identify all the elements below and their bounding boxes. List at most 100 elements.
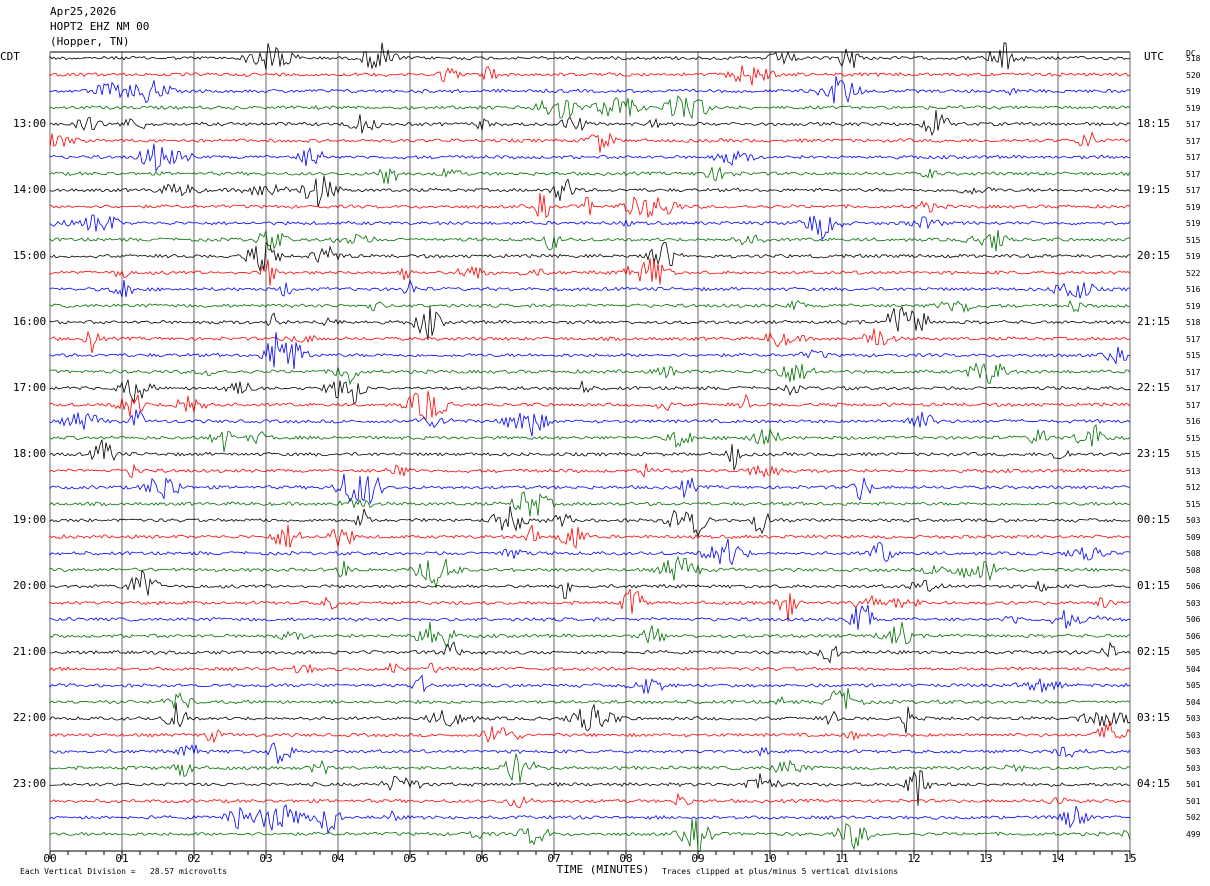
trace-row-1 (49, 65, 1131, 86)
trace-row-42 (49, 742, 1131, 764)
x-tick-label-11: 11 (835, 852, 849, 865)
footer-clip-note: Traces clipped at plus/minus 5 vertical … (662, 867, 899, 876)
trace-row-4 (49, 110, 1131, 137)
trace-row-12 (49, 241, 1131, 272)
left-time-label-16:00: 16:00 (13, 315, 47, 329)
dc-offset-label: 519 (1186, 301, 1201, 311)
trace-row-43 (49, 753, 1131, 783)
dc-offset-label: 506 (1186, 615, 1201, 625)
trace-row-19 (49, 362, 1131, 386)
right-time-label-23:15: 23:15 (1137, 447, 1171, 461)
dc-offset-label: 506 (1186, 631, 1201, 641)
dc-offset-label: 517 (1186, 384, 1201, 394)
x-tick-label-01: 01 (115, 852, 129, 865)
x-tick-label-06: 06 (475, 852, 489, 865)
footer-scale-note: Each Vertical Division = 28.57 microvolt… (20, 867, 228, 876)
dc-offset-label: 503 (1186, 516, 1201, 526)
trace-row-37 (49, 662, 1131, 674)
dc-offset-label: 503 (1186, 747, 1201, 757)
right-time-label-03:15: 03:15 (1137, 711, 1171, 725)
dc-offset-label: 516 (1186, 285, 1201, 295)
dc-offset-label: 515 (1186, 450, 1201, 460)
left-time-label-23:00: 23:00 (13, 777, 47, 791)
dc-offset-label: 503 (1186, 763, 1201, 773)
dc-offset-label: 513 (1186, 466, 1201, 476)
dc-offset-label: 503 (1186, 714, 1201, 724)
dc-offset-label: 519 (1186, 252, 1201, 262)
dc-offset-label: 517 (1186, 120, 1201, 130)
dc-offset-label: 517 (1186, 186, 1201, 196)
x-tick-label-03: 03 (259, 852, 273, 865)
trace-row-3 (49, 94, 1131, 120)
right-timezone-label: UTC (1144, 50, 1164, 63)
right-time-label-20:15: 20:15 (1137, 249, 1171, 263)
dc-header-label: DC (1186, 49, 1196, 58)
left-time-label-14:00: 14:00 (13, 183, 47, 197)
trace-row-7 (49, 166, 1131, 184)
x-tick-label-04: 04 (331, 852, 345, 865)
x-tick-label-12: 12 (907, 852, 921, 865)
dc-offset-label: 518 (1186, 54, 1201, 63)
trace-row-45 (49, 792, 1131, 808)
trace-row-46 (49, 803, 1131, 835)
trace-row-20 (49, 379, 1131, 405)
dc-offset-label: 509 (1186, 532, 1201, 542)
dc-offset-label: 515 (1186, 499, 1201, 509)
trace-group (49, 42, 1131, 852)
dc-offset-label: 517 (1186, 153, 1201, 163)
trace-row-10 (49, 214, 1131, 241)
trace-row-6 (49, 143, 1130, 173)
left-time-label-20:00: 20:00 (13, 579, 47, 593)
trace-row-16 (49, 305, 1131, 340)
right-time-label-04:15: 04:15 (1137, 777, 1171, 791)
dc-offset-label: 517 (1186, 169, 1201, 179)
trace-row-40 (49, 702, 1131, 734)
trace-row-17 (49, 328, 1131, 354)
right-time-label-00:15: 00:15 (1137, 513, 1171, 527)
x-tick-label-00: 00 (43, 852, 57, 865)
trace-row-14 (49, 278, 1131, 299)
dc-offset-label: 520 (1186, 70, 1201, 80)
left-time-label-18:00: 18:00 (13, 447, 47, 461)
trace-row-39 (49, 688, 1131, 710)
trace-row-32 (49, 569, 1131, 599)
x-axis-title: TIME (MINUTES) (556, 863, 650, 876)
right-time-label-01:15: 01:15 (1137, 579, 1171, 593)
dc-offset-label: 503 (1186, 598, 1201, 608)
trace-row-41 (49, 720, 1131, 744)
trace-row-11 (49, 229, 1131, 252)
chart-header-location: (Hopper, TN) (50, 35, 130, 48)
trace-row-13 (49, 258, 1131, 286)
x-tick-label-07: 07 (547, 852, 561, 865)
left-timezone-label: CDT (0, 50, 20, 63)
trace-row-28 (49, 505, 1131, 539)
dc-offset-label: 502 (1186, 813, 1201, 823)
x-tick-label-13: 13 (979, 852, 993, 865)
right-time-label-22:15: 22:15 (1137, 381, 1171, 395)
dc-offset-label: 499 (1186, 830, 1201, 839)
dc-offset-label: 501 (1186, 796, 1201, 806)
dc-offset-label: 515 (1186, 351, 1201, 361)
x-tick-label-02: 02 (187, 852, 201, 865)
right-time-label-02:15: 02:15 (1137, 645, 1171, 659)
dc-offset-label: 517 (1186, 367, 1201, 377)
dc-offset-label: 503 (1186, 730, 1201, 740)
axes-frame (49, 51, 1131, 859)
dc-offset-label: 512 (1186, 483, 1201, 493)
right-time-label-21:15: 21:15 (1137, 315, 1171, 329)
trace-row-23 (49, 424, 1131, 452)
dc-offset-label: 504 (1186, 697, 1201, 707)
dc-offset-label: 517 (1186, 136, 1201, 146)
trace-row-36 (49, 641, 1131, 664)
trace-row-44 (49, 770, 1131, 806)
left-time-label-17:00: 17:00 (13, 381, 47, 395)
right-time-label-18:15: 18:15 (1137, 117, 1171, 131)
dc-offset-label: 517 (1186, 334, 1201, 344)
left-time-label-19:00: 19:00 (13, 513, 47, 527)
dc-offset-label: 508 (1186, 565, 1201, 575)
left-time-label-13:00: 13:00 (13, 117, 47, 131)
dc-offset-label: 519 (1186, 219, 1201, 229)
dc-offset-label: 504 (1186, 664, 1201, 674)
trace-row-9 (49, 192, 1131, 219)
